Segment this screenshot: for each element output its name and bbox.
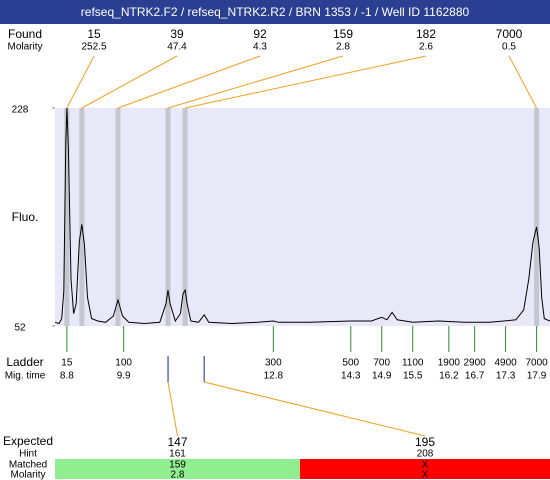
found-peak-band bbox=[79, 108, 85, 326]
found-size: 159 bbox=[333, 27, 353, 41]
ladder-size: 15 bbox=[61, 358, 73, 369]
trace bbox=[54, 107, 550, 325]
ladder-size: 1900 bbox=[438, 358, 461, 369]
found-molarity: 2.6 bbox=[419, 42, 433, 53]
y-tick-label: 228 bbox=[12, 105, 29, 116]
found-peak-band bbox=[534, 108, 540, 326]
found-connector bbox=[117, 55, 261, 109]
found-size: 7000 bbox=[496, 27, 523, 41]
ladder-size: 300 bbox=[265, 358, 282, 369]
ladder-size: 700 bbox=[373, 358, 390, 369]
ladder-mig-time: 12.8 bbox=[264, 371, 284, 382]
matched-fail-band bbox=[300, 459, 550, 479]
found-size: 182 bbox=[416, 27, 436, 41]
matched-ok-band bbox=[55, 459, 300, 479]
y-axis-label: Fluo. bbox=[12, 210, 39, 224]
expected-size: 195 bbox=[415, 435, 435, 449]
found-molarity: 0.5 bbox=[502, 42, 516, 53]
ladder-mig-time: 17.3 bbox=[496, 371, 516, 382]
ladder-size: 1100 bbox=[402, 358, 424, 369]
expected-connector bbox=[167, 381, 178, 437]
expected-size: 147 bbox=[167, 435, 187, 449]
found-connector bbox=[81, 55, 178, 109]
expected-label: Expected bbox=[3, 434, 53, 448]
expected-molarity: X bbox=[422, 470, 429, 480]
molarity-label: Molarity bbox=[7, 42, 42, 53]
found-peak-band bbox=[165, 108, 171, 326]
title-bar bbox=[0, 0, 550, 24]
found-molarity: 2.8 bbox=[336, 42, 350, 53]
ladder-size: 4900 bbox=[494, 358, 517, 369]
found-peak-band bbox=[182, 108, 188, 326]
expected-hint: 208 bbox=[417, 449, 434, 460]
expected-connector bbox=[204, 381, 426, 437]
ladder-size: 100 bbox=[115, 358, 132, 369]
ladder-size: 2900 bbox=[464, 358, 487, 369]
ladder-mig-time: 9.9 bbox=[117, 371, 131, 382]
ladder-mig-time: 17.9 bbox=[527, 371, 547, 382]
expected-matched: 159 bbox=[169, 460, 186, 471]
found-connector bbox=[184, 55, 427, 109]
found-connector bbox=[508, 55, 538, 109]
found-size: 15 bbox=[87, 27, 101, 41]
ladder-mig-time: 15.5 bbox=[403, 371, 423, 382]
found-connector bbox=[167, 55, 344, 109]
expected-hint: 161 bbox=[169, 449, 186, 460]
expected-matched: X bbox=[422, 460, 429, 471]
ladder-label: Ladder bbox=[6, 355, 43, 369]
hint-label: Hint bbox=[19, 449, 37, 460]
found-molarity: 4.3 bbox=[253, 42, 267, 53]
mig-time-label: Mig. time bbox=[5, 371, 46, 382]
found-connector bbox=[66, 55, 95, 109]
ladder-size: 500 bbox=[342, 358, 359, 369]
y-tick-label: 52 bbox=[14, 323, 26, 334]
found-size: 92 bbox=[253, 27, 267, 41]
ladder-mig-time: 8.8 bbox=[60, 371, 74, 382]
found-label: Found bbox=[8, 27, 42, 41]
found-peak-band bbox=[115, 108, 121, 326]
found-size: 39 bbox=[170, 27, 184, 41]
expected-molarity: 2.8 bbox=[171, 470, 185, 480]
ladder-mig-time: 16.2 bbox=[439, 371, 459, 382]
matched-label: Matched bbox=[9, 460, 47, 471]
ladder-size: 7000 bbox=[525, 358, 548, 369]
found-peak-band bbox=[64, 108, 70, 326]
found-molarity: 47.4 bbox=[167, 42, 187, 53]
title: refseq_NTRK2.F2 / refseq_NTRK2.R2 / BRN … bbox=[81, 5, 470, 19]
expected-molarity-label: Molarity bbox=[10, 470, 45, 480]
plot-area bbox=[55, 108, 550, 326]
ladder-mig-time: 16.7 bbox=[465, 371, 485, 382]
found-molarity: 252.5 bbox=[81, 42, 106, 53]
ladder-mig-time: 14.9 bbox=[372, 371, 392, 382]
ladder-mig-time: 14.3 bbox=[341, 371, 361, 382]
